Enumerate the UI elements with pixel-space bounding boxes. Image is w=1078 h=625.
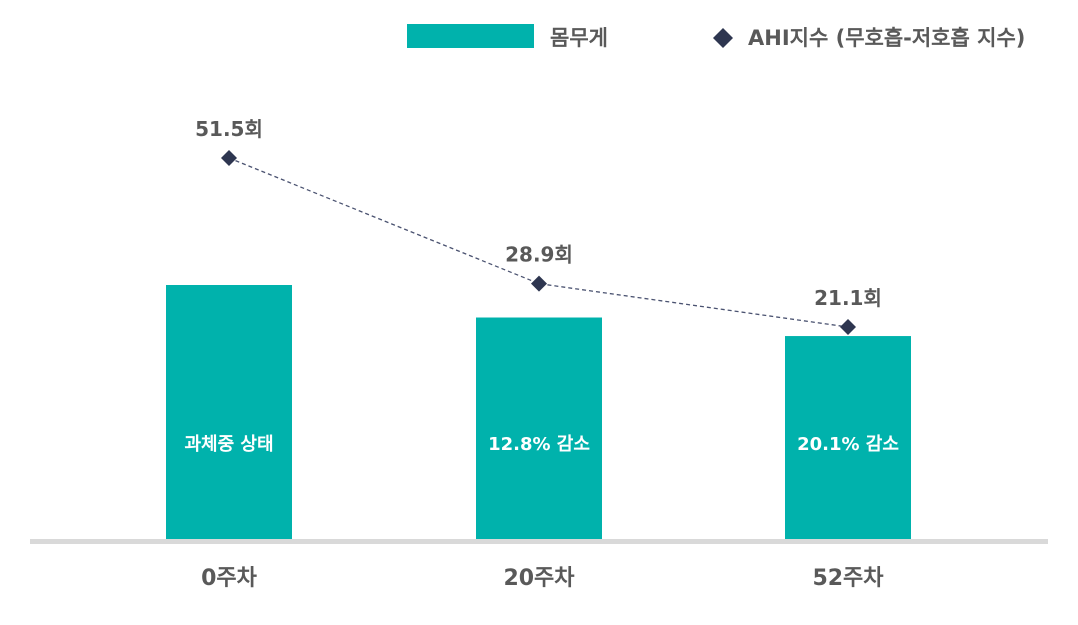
ahi-line	[228, 157, 849, 328]
legend-label-weight: 몸무게	[550, 26, 608, 50]
x-tick-label-0: 0주차	[201, 566, 258, 591]
legend: 몸무게 AHI지수 (무호흡-저호흡 지수)	[407, 24, 1025, 50]
ahi-line-group	[221, 150, 856, 335]
baseline	[30, 539, 1048, 544]
bar-1	[476, 317, 602, 539]
baseline-group	[30, 539, 1048, 544]
ahi-marker-1	[531, 275, 547, 292]
labels: 과체중 상태 12.8% 감소 20.1% 감소 51.5회 28.9회 21.1회	[184, 117, 898, 455]
bar-label-2: 20.1% 감소	[797, 434, 899, 455]
x-axis: 0주차 20주차 52주차	[201, 566, 884, 591]
bar-0	[166, 285, 292, 539]
ahi-point-label-1: 28.9회	[505, 243, 573, 267]
legend-marker-ahi	[713, 28, 733, 48]
legend-label-ahi: AHI지수 (무호흡-저호흡 지수)	[748, 26, 1025, 50]
x-tick-label-2: 52주차	[812, 566, 884, 591]
ahi-point-label-2: 21.1회	[814, 286, 882, 310]
ahi-point-label-0: 51.5회	[195, 117, 263, 141]
bar-label-0: 과체중 상태	[184, 434, 273, 455]
ahi-marker-0	[221, 150, 237, 166]
legend-swatch-weight	[407, 24, 534, 48]
ahi-marker-2	[840, 319, 856, 335]
bars	[166, 285, 911, 539]
bar-2	[785, 336, 911, 539]
bar-label-1: 12.8% 감소	[488, 434, 590, 455]
x-tick-label-1: 20주차	[503, 566, 575, 591]
